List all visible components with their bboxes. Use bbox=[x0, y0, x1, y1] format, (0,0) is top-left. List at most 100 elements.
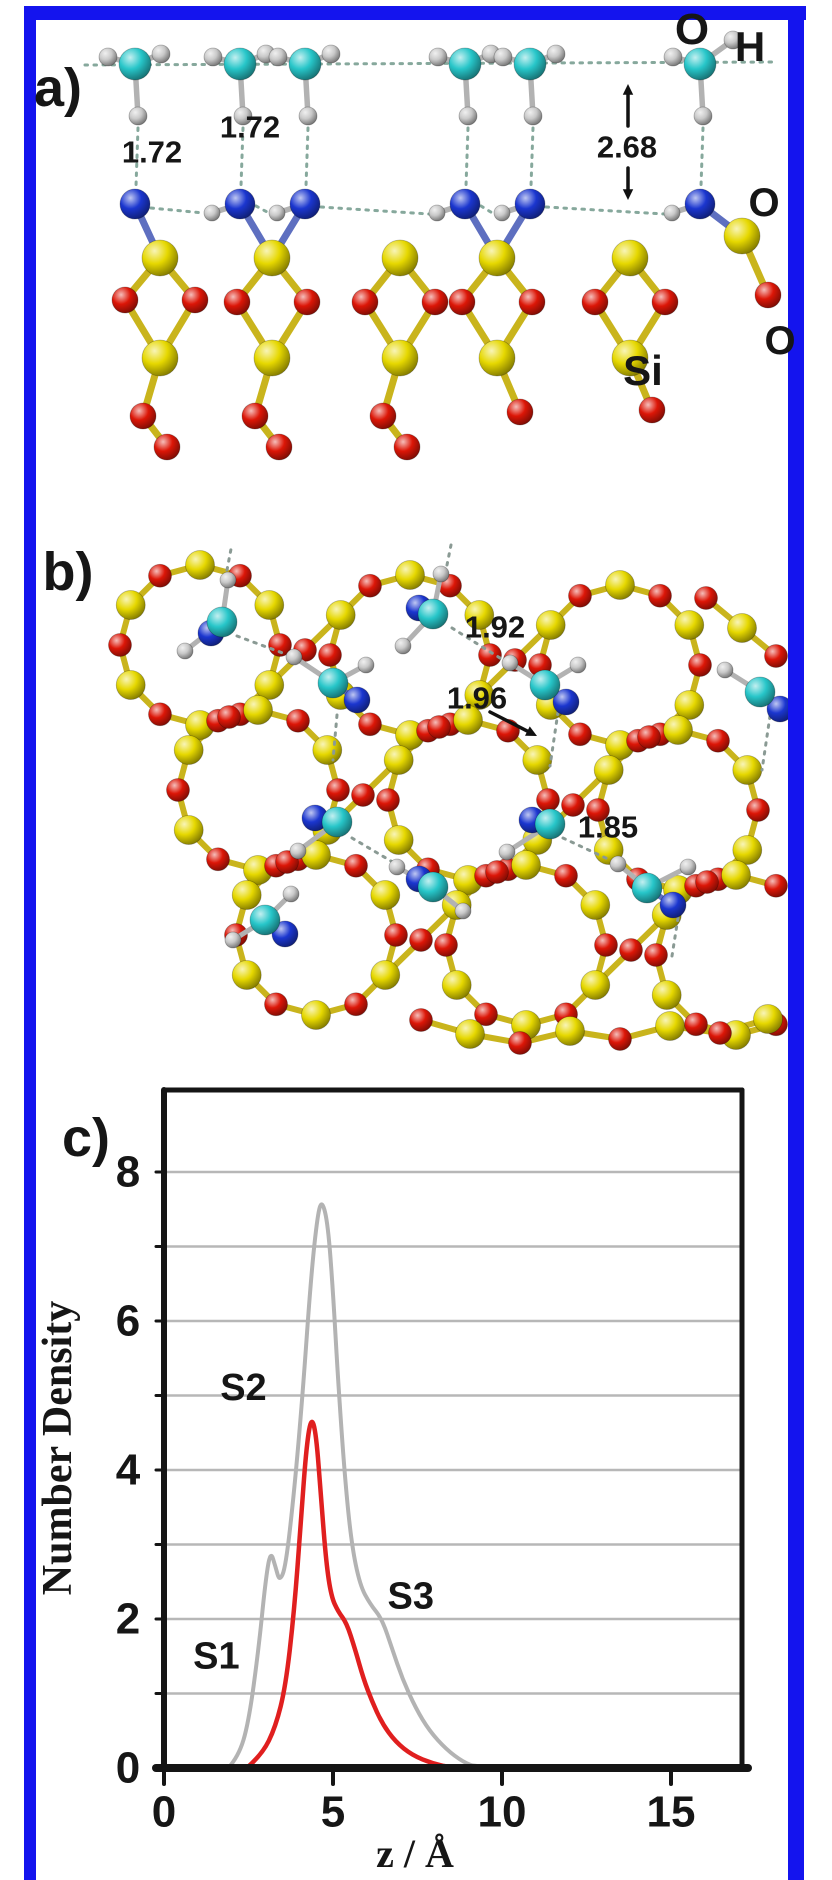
atom-ye bbox=[655, 1011, 685, 1041]
y-tick-label: 8 bbox=[116, 1148, 140, 1197]
atom-re bbox=[344, 992, 368, 1017]
atom-hh bbox=[233, 106, 253, 126]
atom-hh bbox=[321, 44, 341, 64]
atom-re bbox=[586, 798, 610, 822]
atom-ye bbox=[383, 745, 414, 775]
atom-ye bbox=[611, 239, 649, 277]
bond bbox=[670, 916, 680, 958]
atom-re bbox=[594, 933, 618, 957]
atom-ye bbox=[580, 970, 611, 1000]
atom-re bbox=[217, 705, 241, 729]
atom-cy bbox=[534, 808, 566, 840]
atom-re bbox=[746, 798, 770, 822]
atom-re bbox=[241, 402, 269, 430]
atom-ye bbox=[593, 755, 624, 785]
distance-label-a1: 1.72 bbox=[121, 134, 183, 170]
atom-ye bbox=[605, 570, 635, 600]
atom-cy bbox=[317, 667, 349, 699]
atom-hh bbox=[388, 858, 406, 876]
atom-hh bbox=[716, 661, 734, 679]
distance-label-b2: 1.96 bbox=[446, 680, 508, 716]
bond bbox=[464, 126, 470, 188]
atom-re bbox=[264, 992, 288, 1017]
atom-bl bbox=[271, 920, 299, 948]
atom-re bbox=[764, 644, 788, 668]
atom-ye bbox=[141, 239, 179, 277]
y-tick-label: 2 bbox=[116, 1595, 140, 1644]
atom-label-o-water: O bbox=[674, 5, 710, 54]
atom-bl bbox=[514, 188, 546, 220]
bond bbox=[254, 204, 271, 215]
atom-re bbox=[108, 633, 132, 657]
atom-cy bbox=[448, 47, 482, 81]
atom-ye bbox=[253, 339, 291, 377]
atom-re bbox=[581, 288, 609, 316]
atom-ye bbox=[185, 550, 215, 580]
atom-cy bbox=[631, 872, 663, 904]
atom-cy bbox=[223, 47, 257, 81]
atom-hh bbox=[176, 642, 194, 660]
bond bbox=[488, 710, 534, 736]
atom-re bbox=[111, 286, 139, 314]
atom-ye bbox=[312, 735, 343, 765]
atom-re bbox=[326, 778, 350, 802]
atom-re bbox=[448, 288, 476, 316]
atom-ye bbox=[464, 600, 495, 630]
atom-hh bbox=[609, 855, 627, 873]
atom-cy bbox=[683, 47, 717, 81]
atom-ye bbox=[441, 970, 472, 1000]
atom-bl bbox=[659, 891, 687, 919]
bond bbox=[561, 836, 612, 862]
atom-hh bbox=[493, 47, 513, 67]
atom-ye bbox=[611, 339, 649, 377]
atom-ye bbox=[173, 735, 204, 765]
atom-re bbox=[358, 573, 382, 598]
atom-cy bbox=[417, 871, 449, 903]
atom-re bbox=[474, 1002, 498, 1027]
atom-ye bbox=[727, 613, 757, 643]
atom-re bbox=[265, 433, 293, 461]
atom-re bbox=[637, 725, 661, 749]
x-tick-label: 15 bbox=[647, 1788, 696, 1837]
atom-re bbox=[754, 281, 782, 309]
atom-re bbox=[409, 928, 433, 952]
atom-re bbox=[293, 288, 321, 316]
atom-ye bbox=[370, 880, 401, 910]
atom-ye bbox=[383, 825, 414, 855]
atom-bl bbox=[343, 686, 371, 714]
bond bbox=[83, 60, 777, 67]
atom-ye bbox=[663, 715, 693, 745]
panel-a-label: a) bbox=[33, 58, 83, 118]
atom-ye bbox=[254, 670, 285, 700]
atom-re bbox=[427, 715, 451, 739]
atom-ye bbox=[651, 980, 682, 1010]
atom-hh bbox=[523, 106, 543, 126]
atom-hh bbox=[203, 47, 223, 67]
atom-hh bbox=[501, 654, 519, 672]
red-curve bbox=[245, 1419, 732, 1771]
atom-hh bbox=[357, 656, 375, 674]
atom-ye bbox=[535, 610, 566, 640]
atom-cy bbox=[417, 598, 449, 630]
distance-label-a3: 2.68 bbox=[596, 129, 658, 165]
bond bbox=[450, 626, 502, 660]
atom-ye bbox=[721, 860, 751, 890]
arrowhead bbox=[622, 84, 634, 95]
atom-ye bbox=[253, 239, 291, 277]
atom-hh bbox=[394, 637, 412, 655]
atom-bl bbox=[552, 688, 580, 716]
atom-re bbox=[485, 860, 509, 884]
atom-hh bbox=[663, 47, 683, 67]
atom-label-si: Si bbox=[623, 347, 663, 394]
bond bbox=[544, 205, 666, 216]
atom-ye bbox=[674, 610, 705, 640]
bond bbox=[134, 126, 140, 188]
atom-re bbox=[376, 788, 400, 812]
x-tick-label: 0 bbox=[152, 1788, 176, 1837]
atom-cy bbox=[321, 806, 353, 838]
atom-re bbox=[434, 933, 458, 957]
atom-ye bbox=[325, 600, 356, 630]
atom-ye bbox=[381, 239, 419, 277]
atom-cy bbox=[513, 47, 547, 81]
atom-hh bbox=[298, 106, 318, 126]
